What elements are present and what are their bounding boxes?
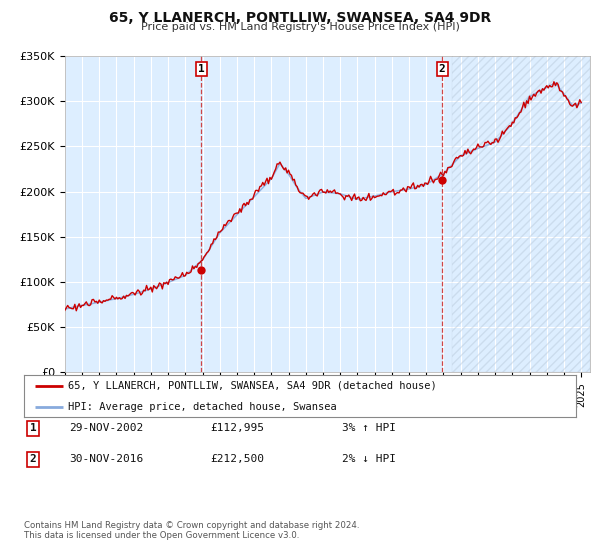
Text: 1: 1 xyxy=(29,423,37,433)
Text: 1: 1 xyxy=(198,64,205,74)
Text: Contains HM Land Registry data © Crown copyright and database right 2024.
This d: Contains HM Land Registry data © Crown c… xyxy=(24,521,359,540)
Text: £212,500: £212,500 xyxy=(210,454,264,464)
Text: 65, Y LLANERCH, PONTLLIW, SWANSEA, SA4 9DR (detached house): 65, Y LLANERCH, PONTLLIW, SWANSEA, SA4 9… xyxy=(68,381,437,391)
Text: 30-NOV-2016: 30-NOV-2016 xyxy=(69,454,143,464)
Text: 3% ↑ HPI: 3% ↑ HPI xyxy=(342,423,396,433)
Text: 29-NOV-2002: 29-NOV-2002 xyxy=(69,423,143,433)
Text: HPI: Average price, detached house, Swansea: HPI: Average price, detached house, Swan… xyxy=(68,402,337,412)
Text: 2: 2 xyxy=(439,64,445,74)
Text: 65, Y LLANERCH, PONTLLIW, SWANSEA, SA4 9DR: 65, Y LLANERCH, PONTLLIW, SWANSEA, SA4 9… xyxy=(109,11,491,25)
Text: Price paid vs. HM Land Registry's House Price Index (HPI): Price paid vs. HM Land Registry's House … xyxy=(140,22,460,32)
Text: 2: 2 xyxy=(29,454,37,464)
Text: 2% ↓ HPI: 2% ↓ HPI xyxy=(342,454,396,464)
Text: £112,995: £112,995 xyxy=(210,423,264,433)
